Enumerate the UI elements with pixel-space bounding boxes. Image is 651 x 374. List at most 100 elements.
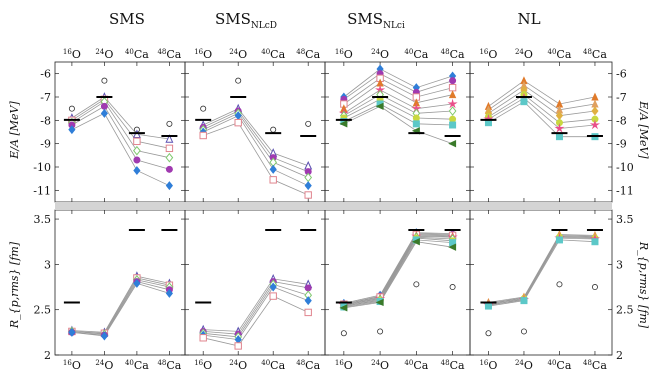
x-tick-label: 24O xyxy=(229,48,247,61)
reference-point xyxy=(270,126,277,133)
data-point-s4 xyxy=(269,282,277,292)
x-tick-label: 24O xyxy=(371,359,389,370)
x-tick-label: 24O xyxy=(515,359,533,370)
x-tick-label: 48Ca xyxy=(441,48,465,61)
series-line-8 xyxy=(343,103,453,126)
data-point-s4 xyxy=(133,156,141,164)
series-line-1 xyxy=(343,68,453,98)
reference-point xyxy=(305,120,312,127)
series-line-2 xyxy=(343,73,453,100)
data-point-s5 xyxy=(133,166,141,175)
column-title-2: SMSNLcD xyxy=(215,10,277,31)
data-point-s6 xyxy=(484,302,492,310)
data-point-s4 xyxy=(304,181,312,191)
series-line-6 xyxy=(343,94,453,117)
series-line-1 xyxy=(71,275,170,333)
y-tick-label: -6 xyxy=(40,68,51,81)
series-line-1 xyxy=(203,278,309,332)
reference-point xyxy=(449,284,456,291)
data-point-s5 xyxy=(68,327,76,337)
reference-point xyxy=(235,77,242,84)
y-tick-label: -8 xyxy=(616,114,627,127)
data-point-s9 xyxy=(448,243,457,251)
top-y-axis-label-right: E/A [MeV] xyxy=(637,100,650,159)
series-line-5 xyxy=(203,122,309,196)
x-tick-label: 48Ca xyxy=(157,48,181,61)
series-line-1 xyxy=(488,80,596,107)
data-point-s1 xyxy=(165,134,174,143)
column-title-4: NL xyxy=(517,10,540,28)
data-point-s4 xyxy=(165,165,173,173)
data-point-s6 xyxy=(591,238,599,246)
series-line-2 xyxy=(203,281,309,335)
series-line-1 xyxy=(343,232,453,304)
y-tick-label: 3.5 xyxy=(616,213,634,226)
x-tick-label: 48Ca xyxy=(296,359,320,370)
panels: -6 -7 -8 -9 -10 -11 16O 24O 40Ca 48Ca 16O 24O 40Ca 48… xyxy=(33,48,634,372)
data-point-s5 xyxy=(68,125,76,135)
series-line-5 xyxy=(488,97,596,129)
series-line-2 xyxy=(71,277,170,334)
data-point-s7 xyxy=(412,114,420,122)
top-y-axis-label: E/A [MeV] xyxy=(8,101,21,160)
y-tick-label: 3 xyxy=(616,258,623,271)
data-point-s6 xyxy=(555,236,563,244)
panel-radius-3: 16O 24O 40Ca 48Ca xyxy=(324,209,471,372)
series-line-8 xyxy=(343,239,453,308)
x-tick-label: 16O xyxy=(63,359,81,370)
series-line-5 xyxy=(203,295,309,347)
x-tick-label: 16O xyxy=(63,48,81,61)
series-line-6 xyxy=(488,239,596,307)
series-line-4 xyxy=(488,236,596,306)
reference-point xyxy=(413,281,420,288)
series-line-4 xyxy=(203,286,309,341)
y-tick-label: 3 xyxy=(44,258,51,271)
y-tick-label: -9 xyxy=(40,138,51,151)
series-line-2 xyxy=(203,110,309,173)
data-point-s5 xyxy=(447,98,458,109)
series-line-2 xyxy=(343,233,453,305)
series-line-1 xyxy=(71,96,170,140)
y-tick-label: 2 xyxy=(616,349,623,362)
data-point-s5 xyxy=(269,176,277,184)
series-line-6 xyxy=(488,101,595,138)
series-line-4 xyxy=(71,105,170,170)
data-point-s9 xyxy=(339,120,348,128)
series-line-9 xyxy=(343,241,453,309)
x-tick-label: 24O xyxy=(95,359,113,370)
y-tick-label: -7 xyxy=(40,91,51,104)
data-point-s4 xyxy=(304,296,312,306)
x-tick-label: 40Ca xyxy=(404,48,428,61)
series-line-3 xyxy=(71,101,170,159)
reference-point xyxy=(340,330,347,337)
y-tick-label: -8 xyxy=(40,114,51,127)
data-point-s6 xyxy=(555,133,563,141)
x-tick-label: 40Ca xyxy=(404,359,428,370)
series-line-3 xyxy=(203,283,309,338)
y-tick-label: 2 xyxy=(44,349,51,362)
series-line-7 xyxy=(343,237,453,307)
data-point-s7 xyxy=(449,115,457,123)
x-tick-label: 16O xyxy=(335,359,353,370)
series-line-7 xyxy=(343,98,453,120)
data-point-s2 xyxy=(133,137,141,146)
data-point-s8 xyxy=(449,121,457,129)
x-tick-label: 48Ca xyxy=(583,48,607,61)
series-line-3 xyxy=(343,234,453,305)
data-point-s5 xyxy=(234,118,242,127)
reference-point xyxy=(101,77,108,84)
reference-point xyxy=(200,105,207,112)
data-point-s5 xyxy=(165,288,173,298)
series-line-3 xyxy=(203,112,309,178)
series-line-1 xyxy=(488,234,596,303)
panel-energy-3: 16O 24O 40Ca 48Ca xyxy=(324,48,471,203)
x-tick-label: 16O xyxy=(479,359,497,370)
x-tick-label: 48Ca xyxy=(296,48,320,61)
panel-frame xyxy=(469,61,613,203)
data-point-s6 xyxy=(448,106,457,116)
series-line-4 xyxy=(343,234,453,306)
x-tick-label: 40Ca xyxy=(125,48,149,61)
data-point-s8 xyxy=(412,120,420,128)
x-tick-label: 16O xyxy=(335,48,353,61)
x-tick-label: 16O xyxy=(479,48,497,61)
